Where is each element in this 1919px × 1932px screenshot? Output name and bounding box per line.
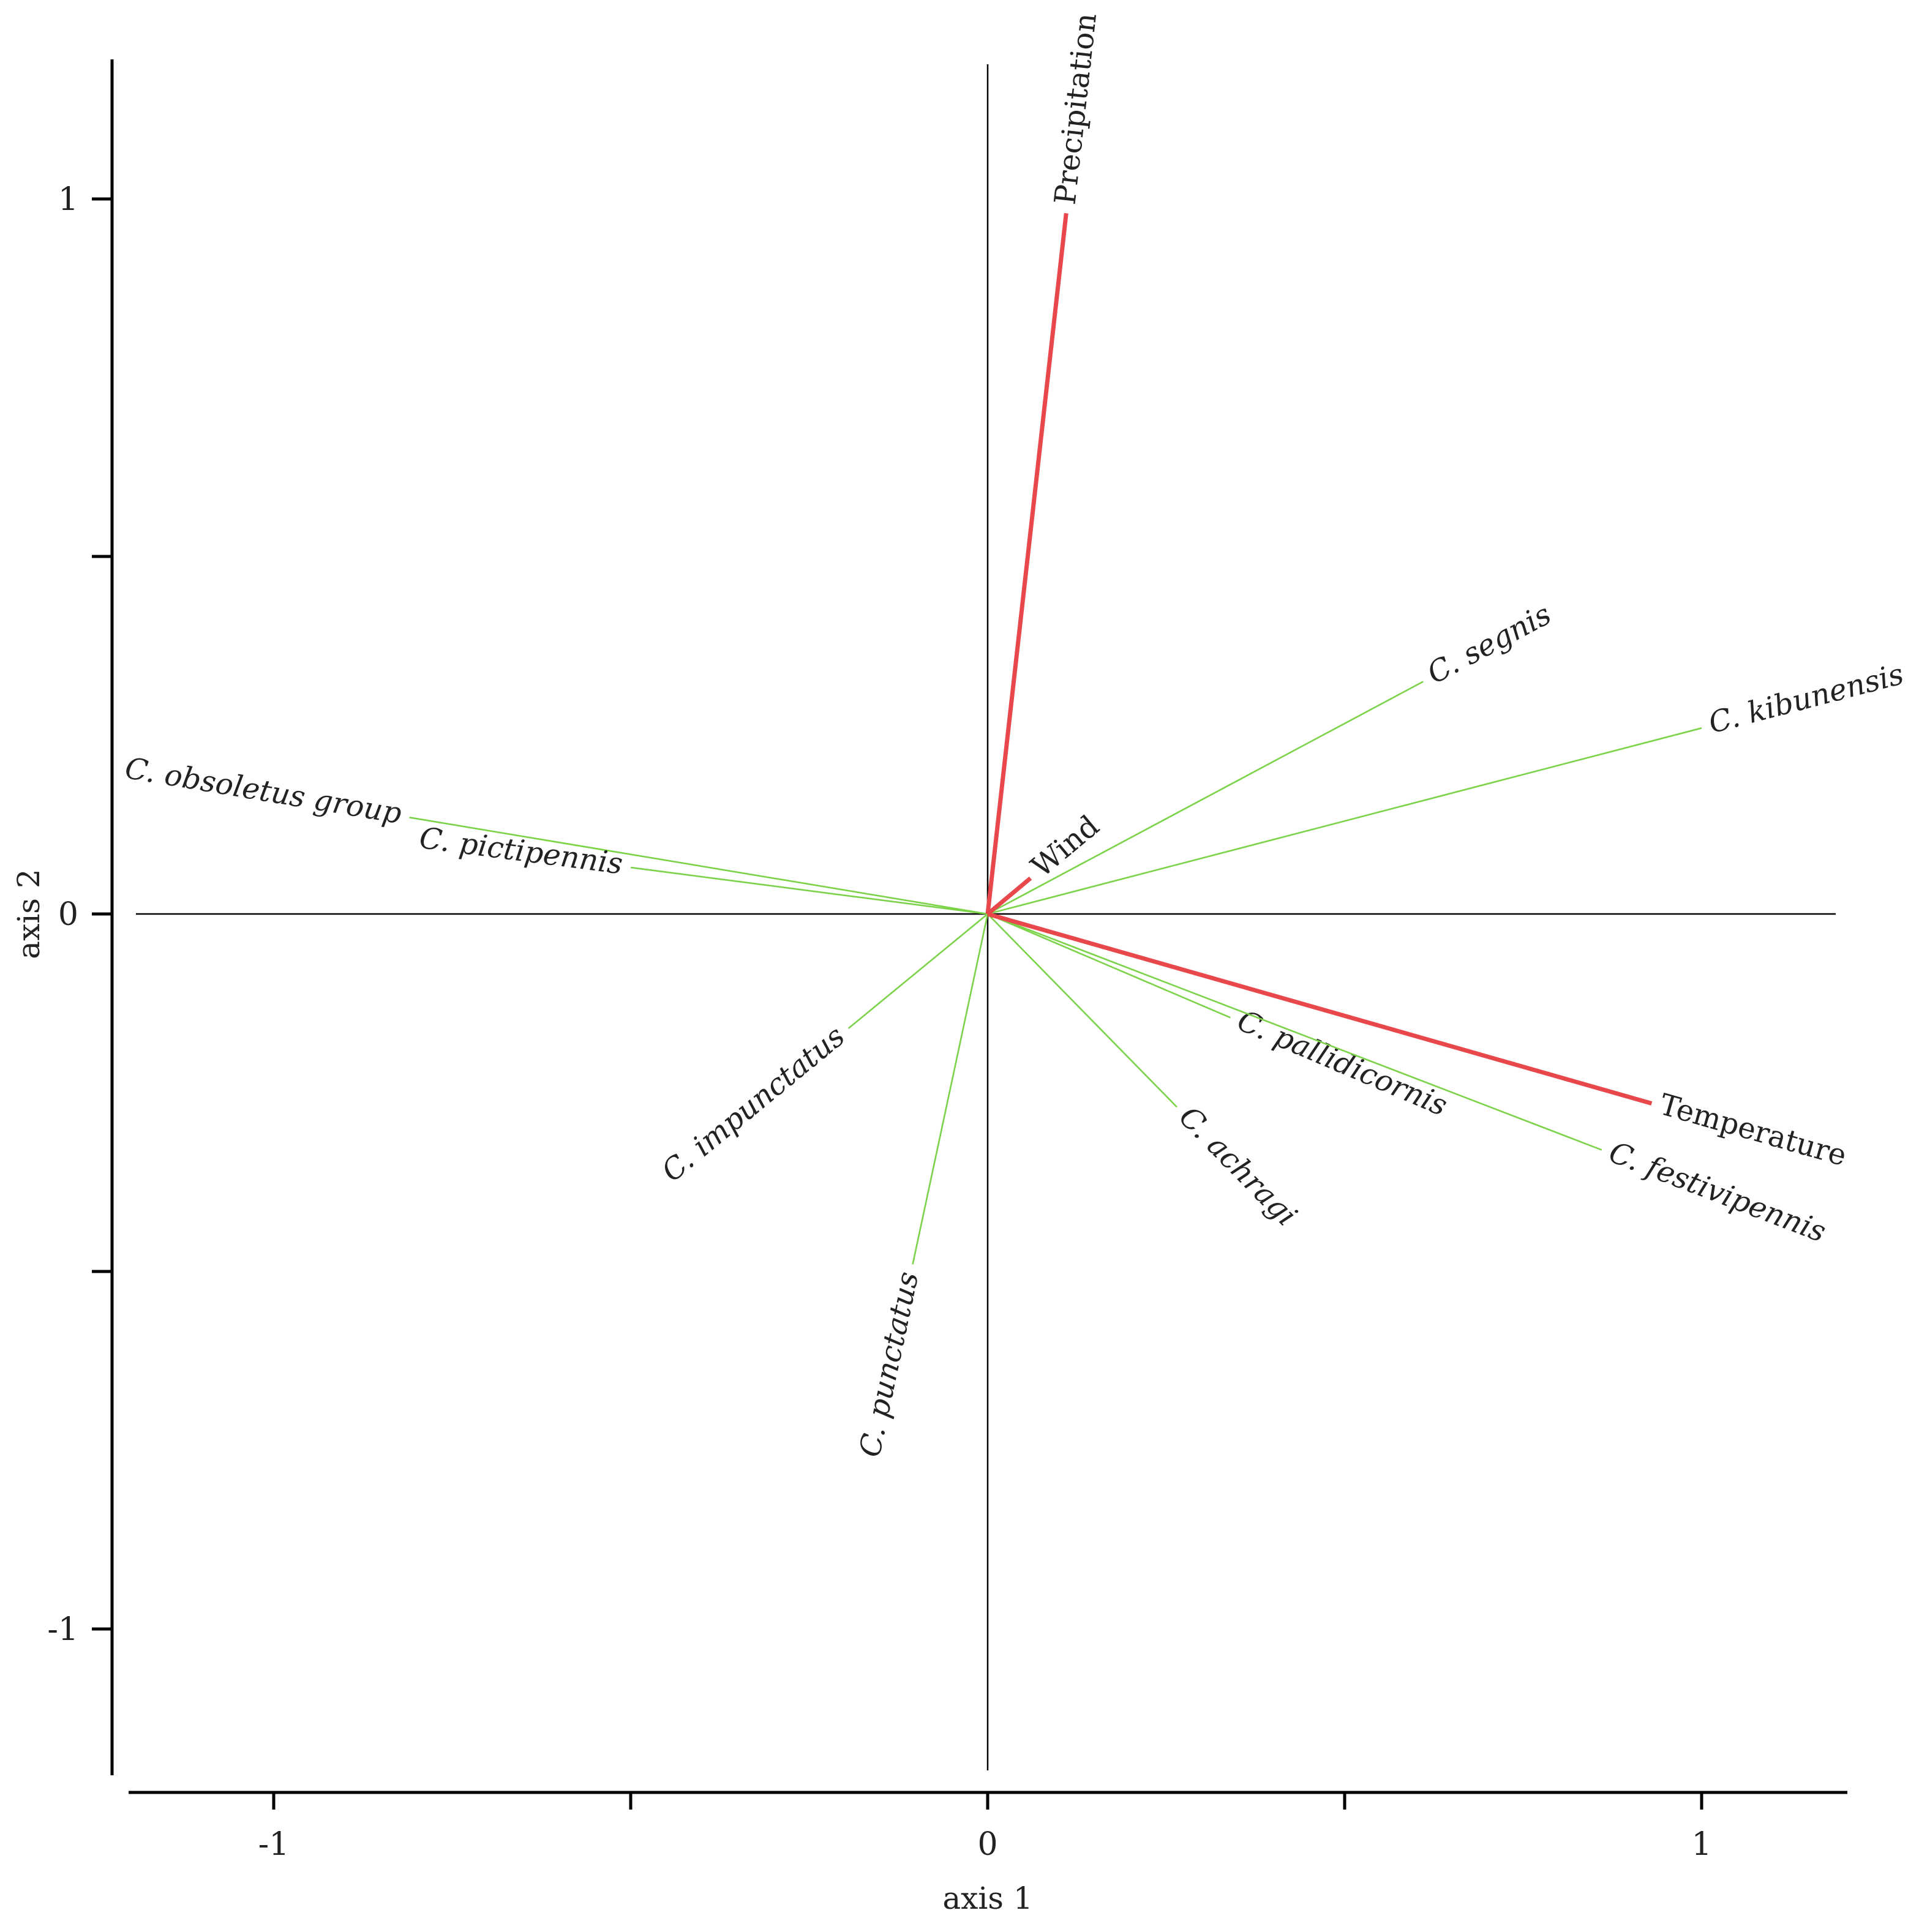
species-label: C. punctatus [852, 1268, 925, 1460]
species-vector [847, 913, 988, 1029]
y-tick-label: -1 [47, 1611, 78, 1648]
species-label: C. pictipennis [418, 821, 625, 882]
x-axis-title: axis 1 [942, 1881, 1032, 1916]
y-axis-title: axis 2 [11, 869, 47, 959]
environment-vector [986, 876, 1032, 916]
species-label: C. achragi [1172, 1099, 1304, 1232]
y-ticks: -1 0 1 [47, 181, 112, 1648]
species-vector [987, 913, 1177, 1108]
species-vector [630, 866, 988, 915]
species-vector [987, 681, 1424, 915]
species-vector [987, 727, 1702, 915]
species-label: C. obsoletus group [122, 751, 404, 831]
environment-label: Temperature [1656, 1087, 1850, 1173]
environment-label: Precipitation [1048, 12, 1104, 207]
x-tick-label: 0 [977, 1826, 997, 1863]
x-tick-label: -1 [258, 1826, 290, 1863]
y-tick-label: 1 [58, 181, 78, 218]
species-vector [409, 817, 988, 915]
environment-vector [985, 212, 1068, 915]
species-label: C. segnis [1422, 597, 1557, 691]
species-vector [987, 913, 1602, 1151]
species-label: C. kibunensis [1705, 657, 1907, 740]
x-ticks: -1 0 1 [258, 1792, 1712, 1863]
x-tick-label: 1 [1691, 1826, 1711, 1863]
y-tick-label: 0 [58, 896, 78, 933]
species-label: C. impunctatus [655, 1019, 851, 1188]
species-vector [912, 913, 989, 1265]
species-vector [987, 913, 1231, 1019]
environment-vector [987, 912, 1653, 1106]
